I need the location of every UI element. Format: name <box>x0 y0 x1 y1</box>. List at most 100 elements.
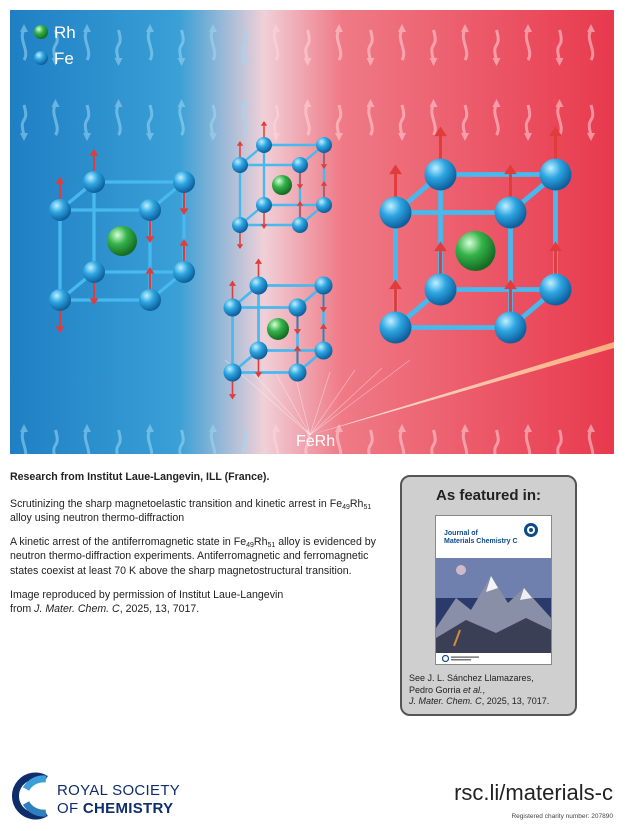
title-subscript-rh: 51 <box>363 503 372 511</box>
background-gradient <box>10 10 614 454</box>
spin-wave-arrow-icon <box>587 104 595 141</box>
alloy-label: FeRh <box>296 433 335 450</box>
ref-citation: , 2025, 13, 7017. <box>481 696 550 707</box>
fe-legend-icon <box>34 51 48 65</box>
spin-wave-arrow-icon <box>461 104 469 141</box>
fe-atom-icon <box>314 276 333 295</box>
rsc-logo[interactable]: ROYAL SOCIETY OF CHEMISTRY <box>10 771 210 821</box>
fe-atom-icon <box>494 196 527 229</box>
spin-wave-arrow-icon <box>429 29 438 66</box>
charity-number: Registered charity number: 207890 <box>511 813 613 820</box>
spin-wave-arrow-icon <box>146 104 154 141</box>
credit-line: Image reproduced by permission of Instit… <box>10 588 284 601</box>
fe-atom-icon <box>539 273 572 306</box>
fe-atom-icon <box>83 261 105 283</box>
abstract-text-end: alloy is evidenced by neutron thermo-dif… <box>10 535 376 578</box>
article-title: Scrutinizing the sharp magnetoelastic tr… <box>10 497 390 526</box>
title-subscript-fe: 49 <box>342 503 350 511</box>
spin-wave-arrow-icon <box>272 104 280 141</box>
rh-legend-icon <box>34 25 48 39</box>
spin-wave-arrow-icon <box>209 424 217 454</box>
spin-wave-arrow-icon <box>335 104 343 141</box>
spin-wave-arrow-icon <box>524 104 532 141</box>
spin-wave-arrow-icon <box>114 99 123 136</box>
ref-comma: , <box>482 684 486 695</box>
fe-legend-label: Fe <box>54 49 74 68</box>
featured-reference: See J. L. Sánchez Llamazares, Pedro Gorr… <box>409 673 549 708</box>
spin-wave-arrow-icon <box>587 24 595 61</box>
journal-logo-icon <box>524 523 538 537</box>
fe-atom-icon <box>223 363 242 382</box>
spin-wave-arrow-icon <box>555 29 564 66</box>
ref-journal: J. Mater. Chem. C <box>409 696 482 707</box>
spin-wave-arrow-icon <box>20 24 28 61</box>
rsc-logo-line1: ROYAL SOCIETY <box>57 782 180 799</box>
ref-authors-2: Pedro Gorria <box>409 684 464 695</box>
spin-wave-arrow-icon <box>524 24 532 61</box>
fe-atom-icon <box>316 137 332 153</box>
fe-atom-icon <box>232 157 248 173</box>
spin-wave-arrow-icon <box>146 24 154 61</box>
fe-atom-icon <box>232 217 248 233</box>
spin-wave-arrow-icon <box>398 24 406 61</box>
ref-authors-1: See J. L. Sánchez Llamazares, <box>409 673 534 683</box>
spin-wave-arrow-icon <box>146 424 154 454</box>
spin-wave-arrow-icon <box>366 99 375 136</box>
spin-wave-arrow-icon <box>83 104 91 141</box>
cover-rsc-logo-icon <box>442 655 479 662</box>
featured-box: As featured in: Journal of Materials Chem… <box>400 475 577 716</box>
fe-atom-icon <box>256 137 272 153</box>
rh-atom-icon <box>267 318 289 340</box>
abstract-text-rh: Rh <box>253 535 268 548</box>
fe-atom-icon <box>539 158 572 191</box>
spin-wave-arrow-icon <box>51 29 60 66</box>
credit-from: from <box>10 603 35 616</box>
crystal-cell <box>379 126 572 344</box>
credit-journal: J. Mater. Chem. C <box>34 603 120 616</box>
fe-atom-icon <box>316 197 332 213</box>
spin-wave-arrow-icon <box>272 24 280 61</box>
fe-atom-icon <box>424 273 457 306</box>
fe-atom-icon <box>249 341 268 360</box>
ref-et-al: et al. <box>463 684 483 695</box>
spin-wave-arrow-icon <box>83 24 91 61</box>
spin-wave-arrow-icon <box>51 99 60 136</box>
article-abstract: A kinetic arrest of the antiferromagneti… <box>10 535 390 579</box>
journal-url[interactable]: rsc.li/materials-c <box>454 780 613 805</box>
cover-journal-name: Journal of Materials Chemistry C <box>444 530 518 546</box>
spin-wave-arrow-icon <box>492 99 501 136</box>
fe-atom-icon <box>139 199 161 221</box>
title-text-end: alloy using neutron thermo-diffraction <box>10 512 185 525</box>
spin-wave-arrow-icon <box>398 424 406 454</box>
crystal-cell <box>49 149 195 333</box>
spin-wave-arrow-icon <box>272 424 280 454</box>
fe-atom-icon <box>424 158 457 191</box>
fe-atom-icon <box>83 171 105 193</box>
journal-cover-thumbnail[interactable]: Journal of Materials Chemistry C <box>435 515 552 665</box>
fe-atom-icon <box>292 217 308 233</box>
spin-wave-arrow-icon <box>177 29 186 66</box>
spin-wave-arrow-icon <box>493 429 500 454</box>
spin-wave-arrow-icon <box>209 24 217 61</box>
research-heading: Research from Institut Laue-Langevin, IL… <box>10 471 270 483</box>
fe-atom-icon <box>49 289 71 311</box>
spin-wave-arrow-icon <box>20 424 28 454</box>
featured-title: As featured in: <box>435 487 541 504</box>
fe-atom-icon <box>494 311 527 344</box>
spin-wave-arrow-icon <box>240 99 249 136</box>
cover-mountain-image <box>436 558 551 653</box>
fe-atom-icon <box>256 197 272 213</box>
abstract-subscript-fe: 49 <box>246 541 254 549</box>
spin-wave-arrow-icon <box>398 104 406 141</box>
spin-wave-arrow-icon <box>366 29 375 66</box>
spin-wave-arrow-icon <box>429 99 438 136</box>
spin-wave-arrow-icon <box>83 424 91 454</box>
spin-wave-arrow-icon <box>555 99 564 136</box>
rh-atom-icon <box>107 226 137 256</box>
spin-wave-arrow-icon <box>240 29 249 66</box>
fe-atom-icon <box>173 261 195 283</box>
spin-wave-arrow-icon <box>303 29 312 66</box>
crystal-cell <box>232 121 332 249</box>
fe-atom-icon <box>292 157 308 173</box>
fe-atom-icon <box>314 341 333 360</box>
